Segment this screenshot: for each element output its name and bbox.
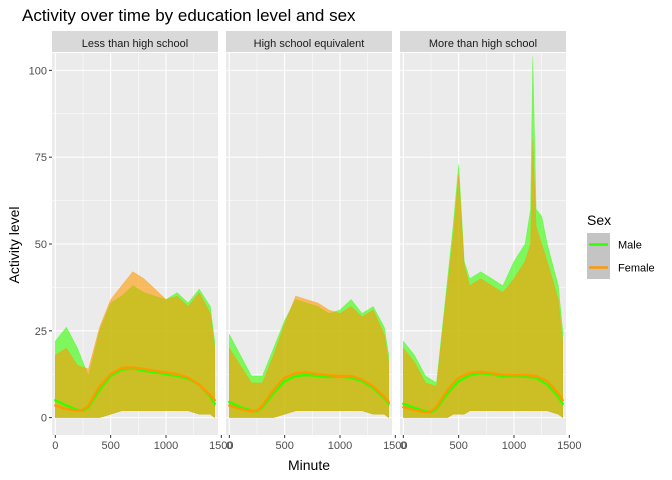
legend-entry-female: Female [587,256,655,279]
x-tick-label: 0 [400,440,406,452]
y-tick-label: 25 [35,326,47,338]
facet-panel: More than high school 0 500 1000 1500 [400,31,582,452]
x-tick-label: 1000 [154,440,178,452]
x-tick-label: 1000 [328,440,352,452]
facet-strip [226,31,392,52]
series-female-raw-band [403,139,563,419]
facet-panel: High school equivalent 0 500 1000 1500 [226,31,408,452]
plot-area [54,271,216,419]
legend-entries: Male Female [587,233,655,279]
facet-strip-label: More than high school [429,38,537,50]
x-tick-label: 500 [275,440,293,452]
chart-title: Activity over time by education level an… [22,6,356,25]
y-axis-title: Activity level [6,206,22,283]
plot-area [402,56,564,419]
facet-strip [52,31,218,52]
series-female-raw-band [229,295,389,419]
legend: Sex Male Female [587,212,655,279]
plot-area [228,295,390,419]
x-tick-label: 1500 [209,440,233,452]
series-female-smooth-line [54,366,216,412]
x-tick-label: 500 [449,440,467,452]
facet-strip-label: Less than high school [82,38,188,50]
x-tick-label: 500 [101,440,119,452]
legend-entry-male: Male [587,233,642,256]
legend-label: Male [618,240,642,252]
legend-label: Female [618,263,655,275]
x-tick-label: 0 [226,440,232,452]
y-tick-label: 0 [41,413,47,425]
facet-strip [400,31,566,52]
series-female-smooth-line [228,371,390,413]
y-tick-label: 75 [35,152,47,164]
x-tick-label: 1500 [383,440,407,452]
series-female-smooth-line [402,370,564,414]
x-tick-label: 1000 [502,440,526,452]
series-female-raw-band [55,271,215,419]
y-tick-label: 100 [29,65,47,77]
x-tick-label: 1500 [557,440,581,452]
y-tick-label: 50 [35,239,47,251]
legend-title: Sex [587,212,611,228]
facet-strip-label: High school equivalent [254,38,365,50]
x-tick-label: 0 [52,440,58,452]
x-axis-title: Minute [288,457,330,473]
